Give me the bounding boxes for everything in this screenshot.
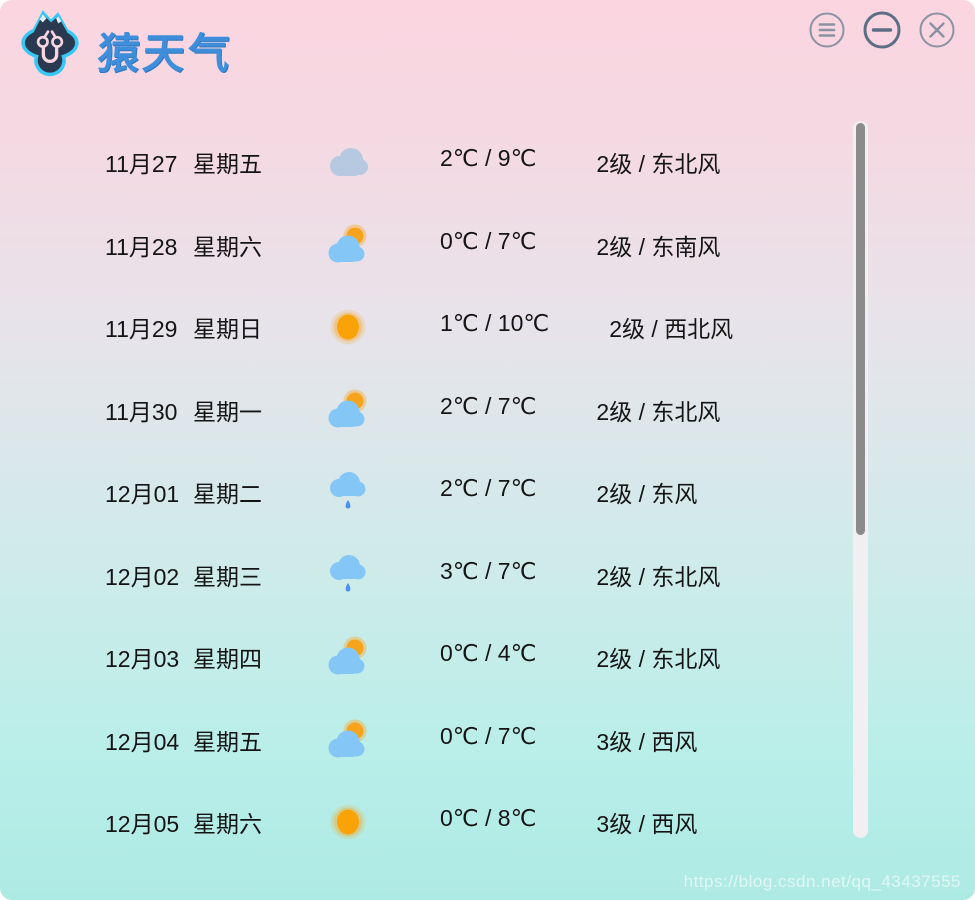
forecast-list[interactable]: 11月27 星期五 2℃ / 9℃ 2级 / 东北风 11月28 星期六: [0, 121, 975, 839]
weather-icon: [324, 551, 372, 599]
rain-icon: [324, 468, 372, 516]
forecast-row: 11月29 星期日 1℃ / 10℃ 2级 / 西北风: [0, 286, 975, 369]
date-label: 12月04: [105, 728, 180, 755]
temperature-range: 0℃ / 7℃: [440, 227, 537, 254]
weekday-label: 星期五: [193, 151, 262, 178]
weather-icon: [324, 633, 372, 681]
partly-cloudy-icon: [324, 633, 372, 681]
weekday-label: 星期六: [193, 233, 262, 260]
date-label: 11月28: [105, 233, 178, 260]
wind-info: 2级 / 东北风: [596, 151, 721, 178]
temperature-range: 3℃ / 7℃: [440, 557, 537, 584]
watermark-url: https://blog.csdn.net/qq_43437555: [683, 872, 961, 891]
forecast-row: 12月03 星期四 0℃ / 4℃ 2级 / 东北风: [0, 616, 975, 699]
wind-info: 2级 / 东风: [596, 481, 698, 508]
forecast-row: 11月27 星期五 2℃ / 9℃ 2级 / 东北风: [0, 121, 975, 204]
forecast-row: 12月02 星期三 3℃ / 7℃ 2级 / 东北风: [0, 534, 975, 617]
minimize-circle-icon: [863, 11, 901, 49]
date-label: 12月05: [105, 811, 180, 838]
weekday-label: 星期一: [193, 398, 262, 425]
forecast-row: 12月04 星期五 0℃ / 7℃ 3级 / 西风: [0, 699, 975, 782]
wind-info: 2级 / 东北风: [596, 398, 721, 425]
date-label: 12月01: [105, 481, 180, 508]
temperature-range: 2℃ / 7℃: [440, 475, 537, 502]
partly-cloudy-icon: [324, 716, 372, 764]
close-button[interactable]: [917, 10, 957, 50]
weekday-label: 星期六: [193, 811, 262, 838]
app-logo-monkey-icon: [21, 10, 79, 77]
menu-circle-icon: [809, 12, 845, 48]
wind-info: 2级 / 东北风: [596, 646, 721, 673]
weather-icon: [324, 468, 372, 516]
sunny-icon: [324, 303, 372, 351]
app-title: 猿天气: [95, 30, 235, 77]
minimize-button[interactable]: [862, 10, 902, 50]
date-label: 11月27: [105, 151, 178, 178]
forecast-row: 12月01 星期二 2℃ / 7℃ 2级 / 东风: [0, 451, 975, 534]
date-label: 12月02: [105, 563, 180, 590]
temperature-range: 0℃ / 4℃: [440, 640, 537, 667]
weekday-label: 星期二: [193, 481, 262, 508]
temperature-range: 0℃ / 7℃: [440, 722, 537, 749]
weather-icon: [324, 386, 372, 434]
window-controls: [807, 10, 957, 50]
temperature-range: 1℃ / 10℃: [440, 310, 550, 337]
wind-info: 2级 / 东南风: [596, 233, 721, 260]
temperature-range: 2℃ / 7℃: [440, 392, 537, 419]
forecast-row: 11月30 星期一 2℃ / 7℃ 2级 / 东北风: [0, 369, 975, 452]
partly-cloudy-icon: [324, 386, 372, 434]
weather-icon: [324, 303, 372, 351]
date-label: 11月29: [105, 316, 178, 343]
weather-icon: [324, 221, 372, 269]
cloudy-icon: [324, 138, 372, 186]
close-circle-icon: [919, 12, 955, 48]
weather-icon: [324, 716, 372, 764]
weekday-label: 星期五: [193, 728, 262, 755]
weekday-label: 星期四: [193, 646, 262, 673]
wind-info: 2级 / 东北风: [596, 563, 721, 590]
rain-icon: [324, 551, 372, 599]
partly-cloudy-icon: [324, 221, 372, 269]
weather-icon: [324, 138, 372, 186]
sunny-icon: [324, 798, 372, 839]
weekday-label: 星期三: [193, 563, 262, 590]
menu-button[interactable]: [807, 10, 847, 50]
date-label: 11月30: [105, 398, 178, 425]
weekday-label: 星期日: [193, 316, 262, 343]
wind-info: 3级 / 西风: [596, 728, 698, 755]
scrollbar-thumb[interactable]: [856, 123, 865, 535]
weather-icon: [324, 798, 372, 839]
forecast-row: 12月05 星期六 0℃ / 8℃ 3级 / 西风: [0, 781, 975, 839]
temperature-range: 2℃ / 9℃: [440, 145, 537, 172]
forecast-row: 11月28 星期六 0℃ / 7℃ 2级 / 东南风: [0, 204, 975, 287]
wind-info: 3级 / 西风: [596, 811, 698, 838]
wind-info: 2级 / 西北风: [609, 316, 734, 343]
temperature-range: 0℃ / 8℃: [440, 805, 537, 832]
date-label: 12月03: [105, 646, 180, 673]
